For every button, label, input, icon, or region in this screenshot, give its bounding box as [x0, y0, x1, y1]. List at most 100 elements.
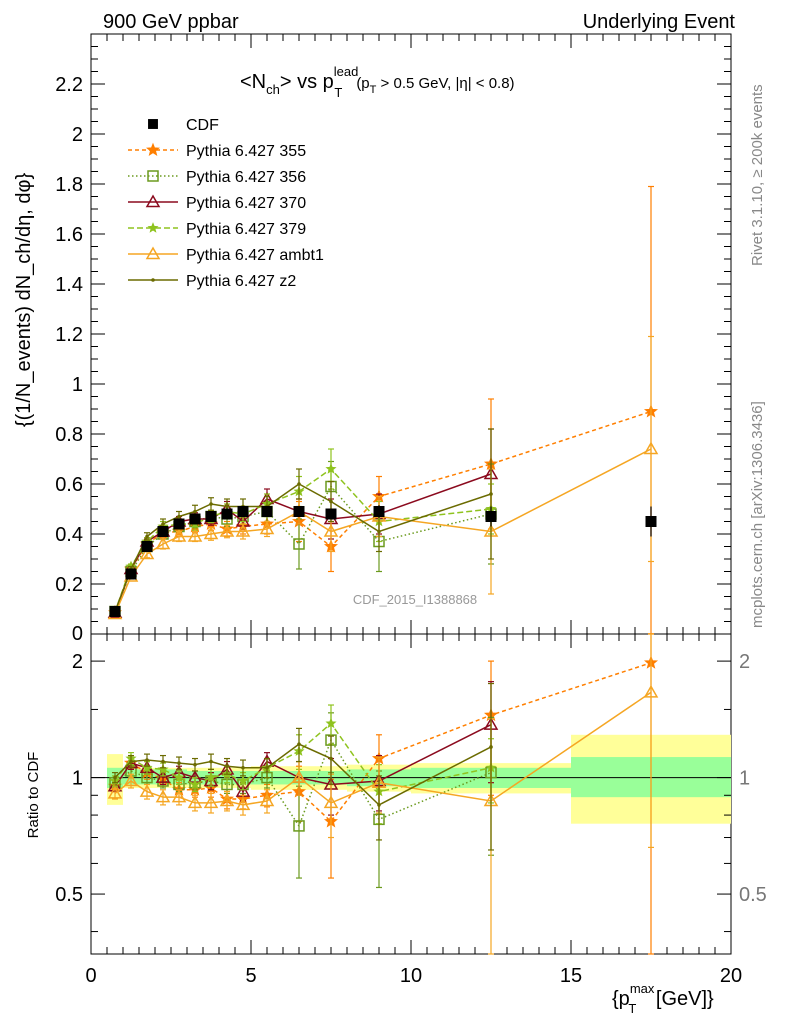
- triangle-marker: [139, 546, 155, 560]
- series-line: [114, 483, 492, 612]
- star-marker: [189, 778, 201, 790]
- legend-item: Pythia 6.427 379: [128, 221, 306, 238]
- y-tick-label: 0: [72, 623, 83, 645]
- legend-item: Pythia 6.427 370: [128, 194, 306, 212]
- mcplots-label: mcplots.cern.ch [arXiv:1306.3436]: [749, 401, 766, 628]
- ratio-y-tick-label-right: 2: [739, 651, 750, 673]
- y-tick-label: 2.2: [55, 74, 83, 96]
- series-line: [114, 743, 492, 806]
- x-tick-label: 0: [85, 965, 96, 987]
- square-marker: [293, 538, 305, 550]
- legend-item: Pythia 6.427 ambt1: [128, 246, 324, 264]
- square-marker: [293, 820, 305, 832]
- dot-marker: [209, 502, 213, 506]
- data-marker: [189, 513, 201, 525]
- dot-marker: [161, 522, 165, 526]
- triangle-marker: [171, 789, 187, 803]
- legend-label: Pythia 6.427 355: [186, 143, 306, 160]
- triangle-marker: [259, 793, 275, 807]
- data-marker: [221, 508, 233, 520]
- triangle-marker: [323, 795, 339, 809]
- dot-marker: [225, 764, 229, 769]
- triangle-marker: [291, 770, 307, 783]
- star-marker: [145, 142, 161, 156]
- rivet-label: Rivet 3.1.10, ≥ 200k events: [749, 84, 766, 266]
- data-marker: [325, 508, 337, 520]
- star-marker: [205, 771, 217, 783]
- main-series-layer: [107, 185, 659, 635]
- dot-marker: [129, 759, 133, 764]
- legend-label: Pythia 6.427 z2: [186, 273, 296, 290]
- data-marker: [141, 541, 153, 552]
- y-tick-label: 0.8: [55, 424, 83, 446]
- triangle-marker: [643, 684, 659, 698]
- triangle-marker: [203, 795, 219, 809]
- dot-marker: [177, 761, 181, 765]
- triangle-marker: [219, 793, 235, 807]
- ratio-y-tick-label: 0.5: [55, 884, 83, 906]
- x-tick-label: 10: [400, 965, 422, 987]
- x-tick-label: 15: [560, 965, 582, 987]
- star-marker: [325, 717, 337, 729]
- triangle-marker: [259, 521, 275, 535]
- data-marker: [125, 568, 137, 580]
- star-marker: [147, 222, 159, 233]
- dot-marker: [329, 756, 333, 761]
- dot-marker: [329, 499, 333, 504]
- dot-marker: [489, 745, 493, 749]
- x-axis-label: {pmax T [GeV]}: [612, 981, 714, 1016]
- data-marker: [373, 506, 385, 517]
- ratio-y-tick-label-right: 1: [739, 768, 750, 790]
- legend-item: CDF: [148, 117, 219, 134]
- dot-marker: [377, 529, 381, 534]
- series-line: [114, 468, 492, 613]
- dot-marker: [265, 765, 269, 770]
- triangle-marker: [323, 523, 339, 537]
- series-line: [114, 724, 492, 793]
- x-tick-label: 20: [720, 965, 742, 987]
- triangle-marker: [643, 441, 659, 455]
- legend-label: Pythia 6.427 370: [186, 195, 306, 212]
- header-right: Underlying Event: [583, 11, 736, 33]
- series-cdf: [109, 505, 657, 617]
- data-marker: [157, 526, 169, 537]
- dot-marker: [225, 504, 229, 509]
- dot-marker: [489, 492, 493, 496]
- band-inner: [123, 769, 187, 785]
- star-marker: [325, 463, 337, 474]
- triangle-marker: [155, 536, 171, 550]
- plot-title: <Nch> vs plead T(pT > 0.5 GeV, |η| < 0.8): [240, 64, 515, 100]
- star-marker: [173, 771, 185, 783]
- dot-marker: [161, 759, 165, 764]
- dot-marker: [177, 514, 181, 519]
- star-marker: [157, 763, 169, 775]
- y-tick-label: 1.6: [55, 224, 83, 246]
- y-tick-label: 0.4: [55, 524, 83, 546]
- data-marker: [293, 506, 305, 517]
- legend-item: Pythia 6.427 355: [128, 142, 306, 160]
- dot-marker: [377, 803, 381, 807]
- main-axis-ticks: 0.2 0.4 0.6 0.8 1 1.2 1.4 1.6 1.8 2 2.2 0: [55, 33, 732, 645]
- data-marker: [205, 511, 217, 522]
- analysis-watermark: CDF_2015_I1388868: [353, 592, 477, 607]
- triangle-marker: [171, 528, 187, 542]
- series-pythia-6-427-ambt1: [107, 335, 659, 620]
- y-tick-label: 1.4: [55, 274, 83, 296]
- triangle-marker: [107, 785, 123, 799]
- triangle-marker: [219, 523, 235, 537]
- ratio-axis-ticks: 0.5 0.51 12 20 5 10 15 20: [55, 634, 767, 987]
- y-tick-label: 1.8: [55, 174, 83, 196]
- ratio-y-tick-label: 1: [72, 768, 83, 790]
- series-pythia-6-427-370: [107, 428, 499, 618]
- series-pythia-6-427-z2: [112, 682, 494, 851]
- header-left: 900 GeV ppbar: [103, 11, 239, 33]
- y-tick-label: 1.2: [55, 324, 83, 346]
- square-marker: [147, 170, 159, 182]
- ratio-series-layer: [107, 633, 659, 955]
- data-marker: [261, 506, 273, 517]
- triangle-marker: [155, 789, 171, 803]
- triangle-marker: [203, 526, 219, 540]
- data-marker: [148, 119, 158, 129]
- x-tick-label: 5: [245, 965, 256, 987]
